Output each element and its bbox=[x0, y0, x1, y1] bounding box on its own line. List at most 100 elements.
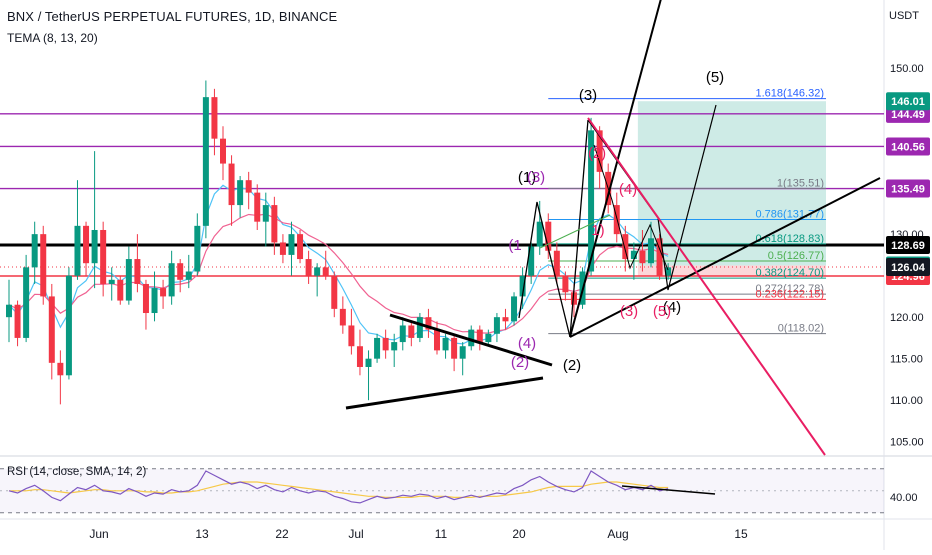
candle-body bbox=[425, 317, 432, 330]
price-axis-tick: 105.00 bbox=[890, 437, 924, 449]
candle bbox=[519, 267, 526, 309]
price-tag-label: 135.49 bbox=[891, 184, 925, 196]
target-price-tag-label: 146.01 bbox=[891, 96, 925, 108]
candle bbox=[331, 271, 338, 318]
candle-body bbox=[502, 317, 509, 322]
price-axis-tick: 150.00 bbox=[890, 63, 924, 75]
candle-body bbox=[305, 259, 312, 276]
tema-indicator-legend[interactable]: TEMA (8, 13, 20) bbox=[7, 31, 98, 45]
candle bbox=[125, 246, 132, 305]
candle-body bbox=[451, 337, 458, 359]
candle-body bbox=[168, 263, 175, 297]
candle-body bbox=[408, 325, 415, 338]
price-axis-tick: 110.00 bbox=[890, 395, 923, 407]
candle bbox=[305, 250, 312, 284]
candle bbox=[434, 321, 440, 355]
candle bbox=[91, 151, 98, 289]
wave-label: 1) bbox=[591, 222, 604, 239]
candle bbox=[211, 88, 218, 156]
rsi-band bbox=[0, 468, 884, 513]
candle bbox=[459, 342, 466, 376]
candle-body bbox=[648, 238, 654, 264]
candle bbox=[322, 250, 329, 280]
candle bbox=[485, 329, 492, 347]
candle-body bbox=[151, 288, 158, 314]
candle bbox=[117, 275, 124, 305]
candle-body bbox=[288, 234, 295, 255]
candle bbox=[194, 213, 201, 276]
rsi-indicator-legend[interactable]: RSI (14, close, SMA, 14, 2) bbox=[7, 466, 147, 478]
candle-body bbox=[194, 225, 201, 272]
candle-body bbox=[262, 205, 269, 222]
wave-base-line bbox=[569, 177, 881, 338]
tema-slow-line bbox=[8, 213, 669, 334]
candle bbox=[134, 234, 141, 293]
candle bbox=[348, 308, 355, 355]
candle-body bbox=[211, 97, 218, 139]
candle-body bbox=[125, 259, 132, 301]
candle-body bbox=[519, 275, 526, 297]
fib-level-label: 0.5(126.77) bbox=[768, 250, 824, 262]
candle-body bbox=[228, 163, 235, 206]
candle-body bbox=[237, 180, 244, 206]
candle bbox=[254, 184, 261, 230]
candle-body bbox=[630, 250, 637, 260]
candle bbox=[31, 221, 38, 284]
candle-body bbox=[348, 325, 355, 347]
fib-level-label: 0.272(122.78) bbox=[756, 283, 825, 295]
candle-body bbox=[117, 279, 124, 301]
candle-body bbox=[31, 234, 38, 268]
candle bbox=[365, 350, 372, 401]
last-price-tag-label: 126.04 bbox=[891, 262, 926, 274]
candle bbox=[262, 192, 269, 247]
candle-body bbox=[442, 337, 449, 351]
time-axis-tick: Aug bbox=[607, 527, 628, 541]
candle-body bbox=[74, 225, 81, 276]
candle bbox=[528, 242, 535, 284]
candle bbox=[83, 221, 90, 276]
candle bbox=[228, 155, 235, 226]
symbol-legend[interactable]: BNX / TetherUS PERPETUAL FUTURES, 1D, BI… bbox=[7, 9, 338, 24]
candle bbox=[314, 263, 321, 297]
candle-body bbox=[545, 221, 552, 251]
candle-body bbox=[14, 304, 21, 338]
candle-body bbox=[202, 97, 209, 226]
candle-body bbox=[57, 362, 64, 376]
candle bbox=[656, 234, 663, 280]
candle-body bbox=[536, 221, 543, 247]
wave-label: (3) bbox=[527, 169, 545, 186]
candle-body bbox=[271, 205, 278, 243]
stop-zone bbox=[637, 265, 826, 276]
candle-body bbox=[322, 267, 329, 276]
candle bbox=[14, 300, 21, 347]
candle-body bbox=[160, 288, 167, 297]
candle-body bbox=[91, 229, 98, 264]
candle-body bbox=[245, 180, 252, 193]
price-axis-tick: 115.00 bbox=[890, 354, 923, 366]
last-price-tag-bg bbox=[886, 258, 930, 277]
inner-wave-line bbox=[593, 144, 669, 271]
triangle-lower-trendline bbox=[345, 376, 544, 410]
candle bbox=[382, 329, 389, 359]
fib-level-label: 0.618(128.83) bbox=[756, 233, 825, 245]
target-zone bbox=[637, 101, 826, 266]
candle-body bbox=[485, 333, 492, 343]
fib-level-label: 1(135.51) bbox=[777, 177, 824, 189]
candle bbox=[639, 229, 646, 272]
candle-body bbox=[468, 329, 475, 347]
candle-body bbox=[588, 130, 595, 272]
candle bbox=[374, 333, 381, 363]
candle bbox=[40, 225, 47, 305]
candle bbox=[451, 333, 458, 372]
candle-body bbox=[434, 329, 440, 351]
wave-label: (4) bbox=[619, 181, 637, 198]
candle bbox=[562, 271, 569, 301]
candle bbox=[237, 176, 244, 218]
rsi-divergence-line bbox=[621, 485, 716, 495]
candle bbox=[442, 333, 449, 359]
candle bbox=[493, 313, 500, 343]
price-tag-label: 128.69 bbox=[891, 240, 925, 252]
candle bbox=[416, 313, 423, 343]
